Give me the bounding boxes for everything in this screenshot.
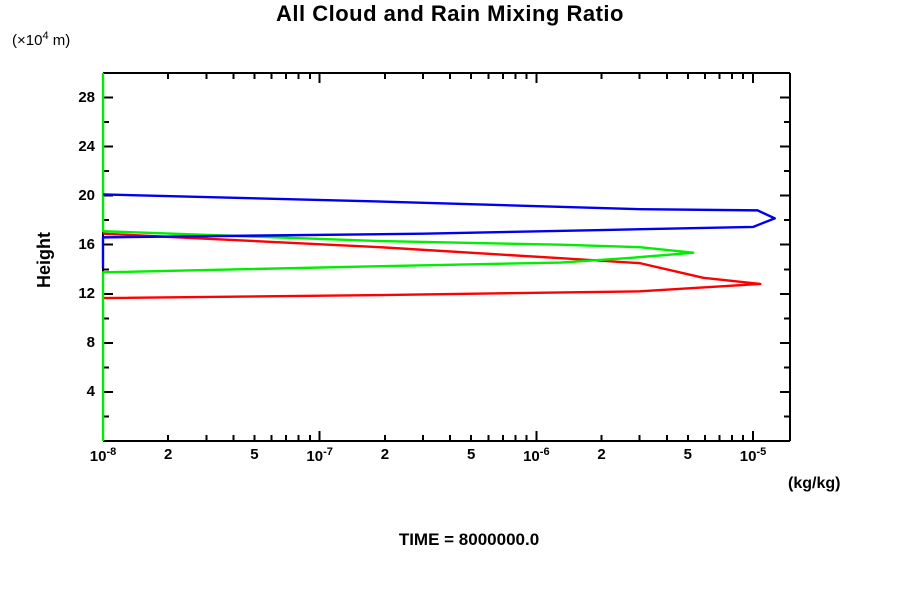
time-annotation: TIME = 8000000.0	[398, 530, 540, 549]
y-axis-unit-label: (×104 m)	[12, 30, 71, 49]
x-tick-label: 5	[683, 446, 692, 463]
x-tick-exponent: -5	[756, 446, 767, 458]
y-axis-title: Height	[34, 232, 54, 288]
x-axis-unit-label: (kg/kg)	[788, 475, 841, 492]
x-tick-label: 10-8	[89, 446, 117, 465]
series-red-curve	[102, 232, 762, 300]
x-tick-exponent: -8	[106, 446, 117, 458]
chart-title: All Cloud and Rain Mixing Ratio	[276, 1, 624, 26]
y-tick-label: 12	[78, 284, 95, 302]
y-tick-label: 8	[86, 333, 95, 351]
x-tick-exponent: -6	[539, 446, 550, 458]
x-tick-label: 2	[380, 446, 390, 463]
x-tick-label: 10-6	[523, 446, 550, 465]
x-tick-label: 5	[250, 446, 259, 463]
x-tick-label: 10-7	[306, 446, 333, 465]
y-tick-label: 20	[78, 186, 95, 204]
series-blue-curve	[101, 193, 776, 269]
x-tick-label: 2	[164, 446, 173, 463]
x-tick-label: 10-5	[739, 446, 767, 465]
y-unit-exponent: 4	[42, 30, 49, 42]
x-tick-label: 5	[466, 446, 476, 463]
x-tick-label: 2	[597, 446, 606, 463]
y-tick-label: 24	[78, 137, 95, 155]
series-green-curve	[101, 73, 695, 441]
y-tick-label: 16	[78, 235, 95, 253]
y-tick-label: 4	[86, 382, 95, 400]
x-tick-exponent: -7	[323, 446, 333, 458]
y-tick-label: 28	[78, 88, 95, 106]
